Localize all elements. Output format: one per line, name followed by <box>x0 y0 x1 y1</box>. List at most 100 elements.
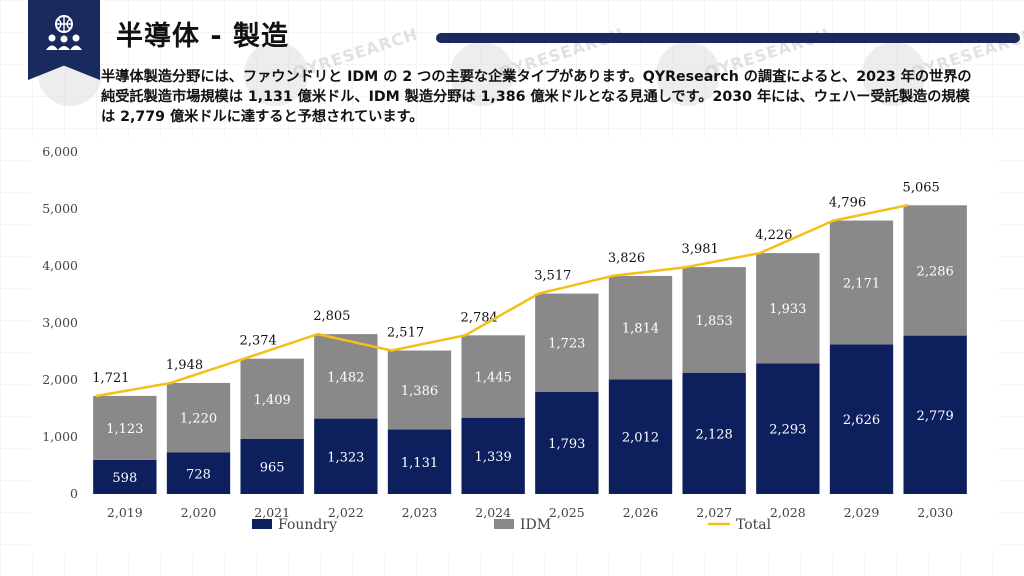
foundry-data-label: 1,793 <box>548 437 585 452</box>
total-data-label: 2,517 <box>387 326 424 341</box>
total-series-line <box>96 204 908 398</box>
total-data-label: 3,517 <box>534 269 571 284</box>
idm-bar <box>166 382 231 453</box>
idm-data-label: 1,445 <box>475 370 512 385</box>
idm-data-label: 1,409 <box>254 393 291 408</box>
idm-data-label: 1,386 <box>401 384 438 399</box>
total-point <box>905 203 909 207</box>
idm-data-label: 1,853 <box>696 314 733 329</box>
title-accent-bar <box>436 33 1020 43</box>
foundry-data-label: 1,323 <box>327 450 364 465</box>
total-point <box>95 394 99 398</box>
foundry-data-label: 2,128 <box>696 427 733 442</box>
x-tick-label: 2,026 <box>623 505 659 520</box>
idm-data-label: 1,220 <box>180 412 217 427</box>
foundry-data-label: 1,131 <box>401 456 438 471</box>
y-tick-label: 5,000 <box>42 201 78 216</box>
idm-bar <box>240 358 304 439</box>
total-data-label: 2,784 <box>461 310 498 325</box>
x-tick-label: 2,025 <box>549 505 585 520</box>
x-tick-label: 2,022 <box>328 505 364 520</box>
total-data-label: 1,948 <box>166 358 203 373</box>
y-tick-label: 1,000 <box>42 429 78 444</box>
foundry-bar <box>829 344 894 494</box>
foundry-data-label: 728 <box>186 467 211 482</box>
foundry-data-label: 2,012 <box>622 431 659 446</box>
logo-badge <box>28 0 100 80</box>
foundry-data-label: 965 <box>260 460 285 475</box>
foundry-bar <box>756 363 820 494</box>
x-tick-label: 2,019 <box>107 505 143 520</box>
y-tick-label: 4,000 <box>42 258 78 273</box>
foundry-bar <box>535 391 599 494</box>
x-axis: 2,019 2,020 2,021 2,022 2,023 2,024 2,025 2,026… <box>107 505 953 520</box>
chart-panel: 0 1,000 2,000 3,000 4,000 5,000 6,000 598 1,123… <box>30 138 996 556</box>
foundry-bar <box>93 459 157 494</box>
total-point <box>537 292 541 295</box>
idm-data-label: 1,482 <box>327 370 364 385</box>
foundry-data-label: 2,626 <box>843 413 880 428</box>
total-data-label: 1,721 <box>92 371 129 386</box>
foundry-bar <box>387 429 452 494</box>
page-description: 半導体製造分野には、ファウンドリと IDM の 2 つの主要な企業タイプがありま… <box>101 69 972 125</box>
legend-label-total: Total <box>736 517 772 533</box>
x-tick-label: 2,027 <box>696 505 732 520</box>
foundry-data-label: 1,339 <box>475 450 512 465</box>
idm-bar <box>535 293 599 392</box>
foundry-data-label: 2,779 <box>917 409 954 424</box>
idm-bar <box>608 275 673 380</box>
foundry-bar <box>608 379 673 494</box>
idm-bar <box>387 350 452 430</box>
total-line <box>95 203 909 398</box>
idm-bar <box>93 395 157 460</box>
x-tick-label: 2,021 <box>254 505 290 520</box>
people-network-icon <box>46 15 82 50</box>
total-point <box>242 357 246 360</box>
foundry-bar <box>240 438 304 494</box>
foundry-bar <box>903 335 967 494</box>
idm-bar <box>903 205 967 336</box>
idm-bar <box>314 334 378 419</box>
x-tick-label: 2,023 <box>402 505 438 520</box>
y-tick-label: 3,000 <box>42 315 78 330</box>
idm-data-label: 1,933 <box>769 302 806 317</box>
x-tick-label: 2,020 <box>181 505 217 520</box>
total-data-label: 2,805 <box>313 309 350 324</box>
idm-bar <box>682 267 746 373</box>
y-tick-label: 6,000 <box>42 144 78 159</box>
y-tick-label: 2,000 <box>42 372 78 387</box>
total-point <box>390 349 393 352</box>
idm-data-label: 2,171 <box>843 276 880 291</box>
watermark-circle <box>656 42 720 106</box>
total-point <box>832 219 835 222</box>
y-tick-label: 0 <box>70 486 78 501</box>
idm-data-label: 1,123 <box>106 422 143 437</box>
total-point <box>169 381 172 385</box>
chart-legend: Foundry IDM Total <box>252 517 772 533</box>
legend-label-idm: IDM <box>520 517 551 533</box>
legend-label-foundry: Foundry <box>278 517 337 533</box>
x-tick-label: 2,028 <box>770 505 806 520</box>
bar-group: 598 1,123 1,721 728 1,220 1,948 965 1,409 2,374 1… <box>92 180 967 494</box>
y-axis: 0 1,000 2,000 3,000 4,000 5,000 6,000 <box>42 144 78 501</box>
x-tick-label: 2,030 <box>917 505 953 520</box>
total-data-label: 2,374 <box>240 334 277 349</box>
total-data-label: 4,796 <box>829 196 866 211</box>
idm-bar <box>829 220 894 345</box>
idm-data-label: 1,814 <box>622 322 659 337</box>
foundry-bar <box>461 417 525 494</box>
foundry-bar <box>166 452 231 494</box>
page-title: 半導体 - 製造 <box>116 21 290 52</box>
legend-swatch-idm <box>494 519 514 529</box>
idm-data-label: 1,723 <box>548 337 585 352</box>
total-point <box>758 251 762 255</box>
total-point <box>684 265 688 269</box>
x-tick-label: 2,029 <box>844 505 880 520</box>
stacked-bar-chart: 0 1,000 2,000 3,000 4,000 5,000 6,000 598 1,123… <box>42 144 967 533</box>
total-data-label: 3,981 <box>682 242 719 257</box>
total-data-label: 5,065 <box>903 180 940 195</box>
foundry-data-label: 598 <box>112 471 137 486</box>
x-tick-label: 2,024 <box>475 505 511 520</box>
watermark-circle <box>244 42 308 106</box>
total-data-label: 3,826 <box>608 251 645 266</box>
